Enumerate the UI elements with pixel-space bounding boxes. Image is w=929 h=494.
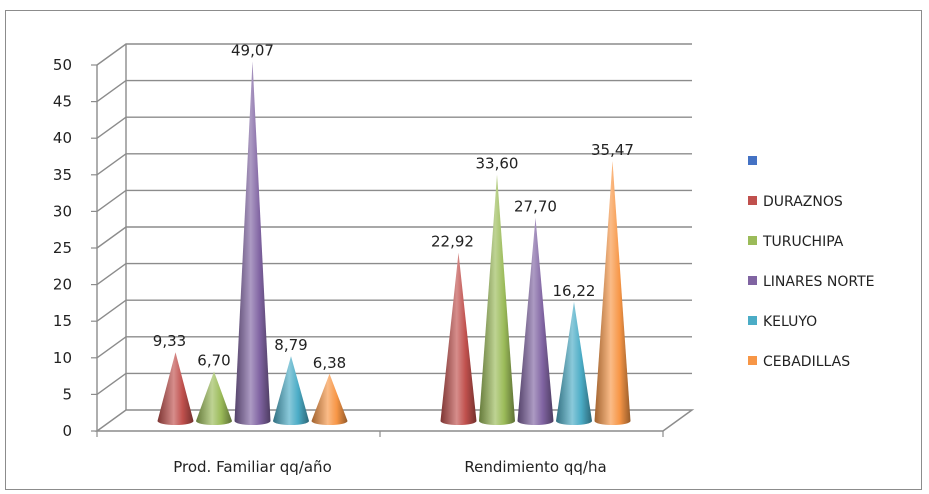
y-tick-label: 45 <box>53 93 72 111</box>
cone-body <box>196 371 232 425</box>
cone-body <box>273 356 309 425</box>
gridline <box>96 43 692 66</box>
cone-linares-norte-0 <box>234 61 271 426</box>
legend: DURAZNOS TURUCHIPA LINARES NORTE KELUYO CEBA… <box>748 156 875 370</box>
cone-body <box>594 160 631 425</box>
y-tick-label: 15 <box>53 312 72 330</box>
y-tick-label: 50 <box>53 56 72 74</box>
data-label: 6,70 <box>197 351 230 369</box>
cone-linares-norte-1 <box>517 217 554 425</box>
legend-item: KELUYO <box>748 314 817 330</box>
y-tick-label: 5 <box>62 385 72 403</box>
legend-swatch <box>748 356 757 365</box>
cone-body <box>479 174 515 425</box>
cone-cebadillas-1 <box>594 160 631 425</box>
gridline <box>96 189 692 212</box>
cone-body <box>556 301 592 425</box>
legend-swatch <box>748 276 757 285</box>
cone-keluyo-0 <box>273 356 309 425</box>
cone-body <box>440 252 477 425</box>
cones <box>157 61 631 426</box>
y-tick-label: 20 <box>53 276 72 294</box>
legend-item <box>748 156 757 165</box>
legend-label: CEBADILLAS <box>763 354 850 370</box>
data-label: 8,79 <box>274 336 307 354</box>
cone-turuchipa-0 <box>196 371 232 425</box>
legend-item: TURUCHIPA <box>748 234 844 250</box>
cone-body <box>157 352 194 425</box>
data-label: 22,92 <box>431 233 474 251</box>
axes: 0 5 10 15 20 25 30 35 40 45 50 Prod. Familiar qq/añ… <box>53 44 664 476</box>
data-label: 6,38 <box>313 354 346 372</box>
cone-body <box>311 373 348 425</box>
data-label: 35,47 <box>591 141 634 159</box>
gridline <box>96 116 692 139</box>
legend-label: DURAZNOS <box>763 194 843 210</box>
y-tick-label: 40 <box>53 129 72 147</box>
data-label: 33,60 <box>476 155 519 173</box>
y-tick-label: 0 <box>62 422 72 440</box>
cone-cebadillas-0 <box>311 373 348 425</box>
cone-keluyo-1 <box>556 301 592 425</box>
cone-duraznos-1 <box>440 252 477 425</box>
y-tick-label: 25 <box>53 239 72 257</box>
gridline <box>96 226 692 249</box>
data-label: 27,70 <box>514 198 557 216</box>
legend-label: LINARES NORTE <box>763 274 875 290</box>
legend-label: TURUCHIPA <box>762 234 844 250</box>
cone-body <box>234 61 271 426</box>
legend-swatch <box>748 196 757 205</box>
x-category-label: Prod. Familiar qq/año <box>173 458 332 476</box>
data-labels: 9,33 6,70 49,07 8,79 6,38 22,92 33,60 27,70 16,2… <box>153 41 634 371</box>
data-label: 16,22 <box>553 282 596 300</box>
y-tick-label: 30 <box>53 202 72 220</box>
legend-swatch <box>748 316 757 325</box>
legend-item: LINARES NORTE <box>748 274 875 290</box>
legend-swatch <box>748 236 757 245</box>
floor <box>94 409 695 432</box>
cone-body <box>517 217 554 425</box>
gridline <box>96 262 692 286</box>
data-label: 9,33 <box>153 332 186 350</box>
x-category-label: Rendimiento qq/ha <box>464 458 606 476</box>
legend-item: DURAZNOS <box>748 194 843 210</box>
cone-turuchipa-1 <box>479 174 515 425</box>
gridline <box>96 79 692 103</box>
legend-item: CEBADILLAS <box>748 354 850 370</box>
y-tick-label: 10 <box>53 349 72 367</box>
legend-swatch <box>748 156 757 165</box>
legend-label: KELUYO <box>763 314 817 330</box>
data-label: 49,07 <box>231 41 274 59</box>
cone-duraznos-0 <box>157 352 194 425</box>
y-tick-label: 35 <box>53 166 72 184</box>
